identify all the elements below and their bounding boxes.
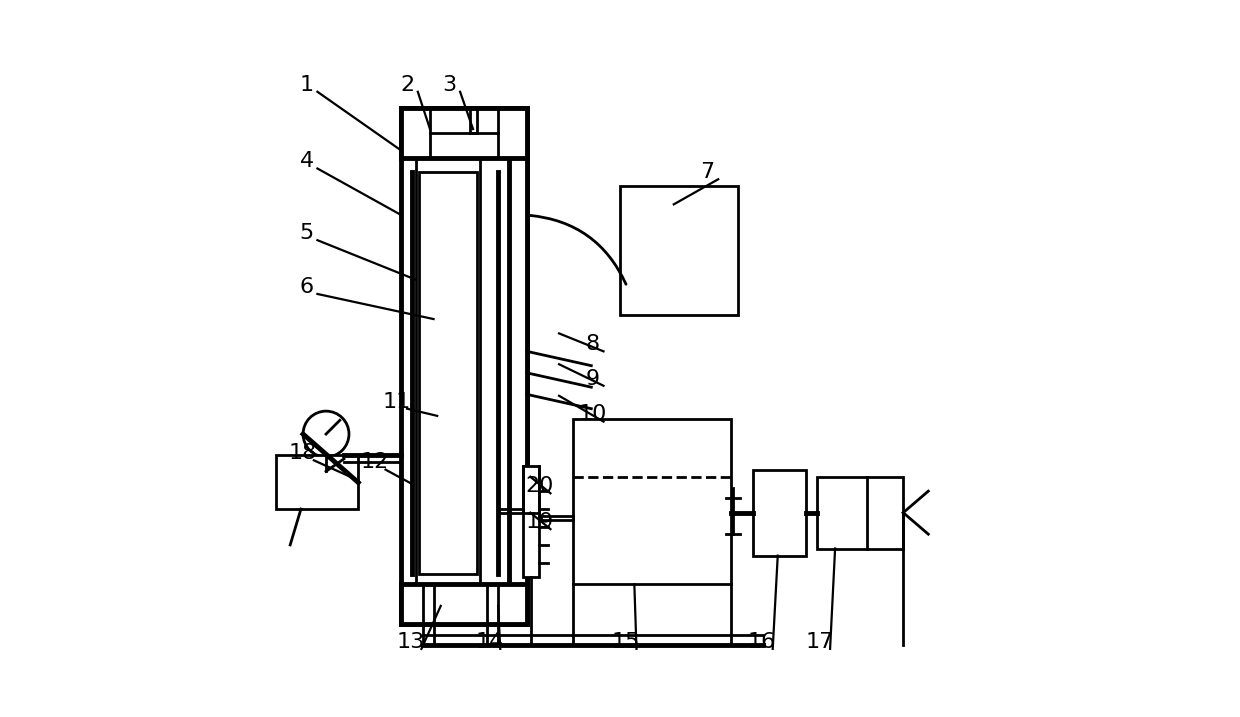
Bar bbox=[573, 419, 732, 584]
Text: 16: 16 bbox=[748, 632, 776, 652]
Text: 9: 9 bbox=[585, 369, 600, 389]
Text: 17: 17 bbox=[805, 632, 833, 652]
Bar bbox=[523, 466, 539, 577]
Text: 15: 15 bbox=[611, 632, 640, 652]
Bar bbox=[402, 108, 527, 158]
Text: 4: 4 bbox=[300, 151, 314, 171]
Bar bbox=[620, 186, 738, 315]
Bar bbox=[419, 172, 476, 574]
Text: 6: 6 bbox=[300, 277, 314, 297]
Text: 8: 8 bbox=[585, 334, 600, 354]
Text: 18: 18 bbox=[289, 443, 317, 463]
Bar bbox=[402, 108, 527, 624]
Text: 7: 7 bbox=[701, 162, 714, 182]
Text: 5: 5 bbox=[300, 223, 314, 243]
Text: 3: 3 bbox=[443, 75, 456, 95]
Bar bbox=[817, 477, 903, 549]
Bar bbox=[415, 158, 480, 588]
Text: 11: 11 bbox=[382, 391, 410, 412]
Text: 14: 14 bbox=[475, 632, 503, 652]
Bar bbox=[753, 470, 806, 556]
Bar bbox=[508, 108, 527, 624]
Bar bbox=[402, 584, 527, 624]
Text: 20: 20 bbox=[526, 476, 554, 496]
Text: 2: 2 bbox=[401, 75, 414, 95]
Text: 10: 10 bbox=[579, 404, 606, 424]
Text: 12: 12 bbox=[361, 452, 389, 473]
Text: 13: 13 bbox=[397, 632, 425, 652]
Bar bbox=[275, 455, 358, 509]
Text: 1: 1 bbox=[300, 75, 314, 95]
Text: 19: 19 bbox=[526, 512, 554, 532]
